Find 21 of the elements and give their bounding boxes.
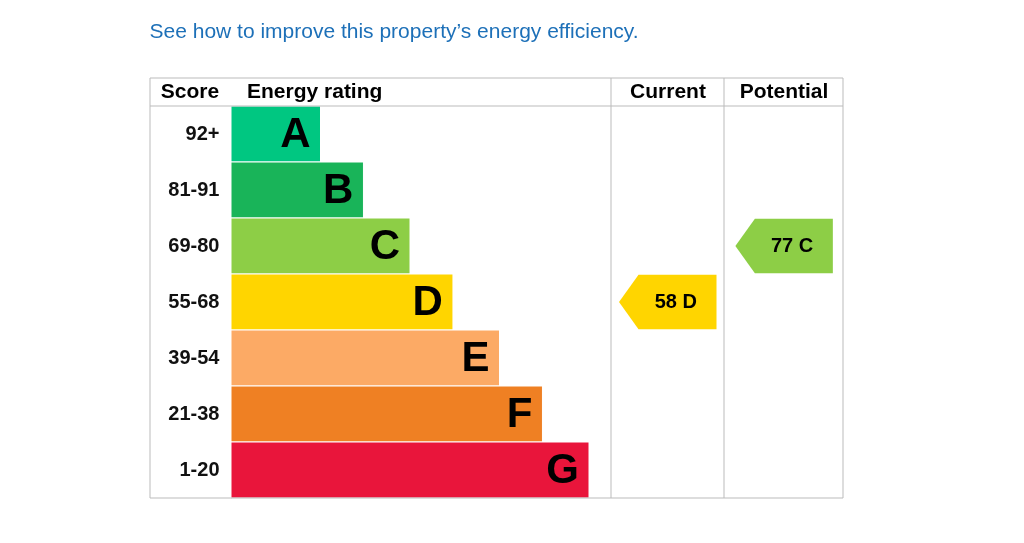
y-tick-label: 39-54 <box>168 346 221 368</box>
annotation: F <box>506 389 533 436</box>
annotation: B <box>323 165 354 212</box>
y-tick-label: 69-80 <box>168 234 220 256</box>
text: Current <box>630 79 706 102</box>
text: Energy rating <box>247 79 383 102</box>
text: 77 C <box>770 234 814 256</box>
text: Potential <box>739 79 829 102</box>
annotation: E <box>461 333 490 380</box>
y-tick-label: 21-38 <box>168 402 220 424</box>
text: 58 D <box>654 290 697 312</box>
annotation: A <box>280 109 311 156</box>
text: Score <box>160 79 220 102</box>
y-tick-label: 81-91 <box>168 178 220 200</box>
y-tick-label: 92+ <box>185 122 220 144</box>
annotation: G <box>546 445 579 492</box>
annotation: C <box>369 221 400 268</box>
chart-title: See how to improve this property’s energy efficiency. <box>149 18 639 42</box>
y-tick-label: 55-68 <box>168 290 220 312</box>
annotation: D <box>412 277 443 324</box>
y-tick-label: 1-20 <box>179 458 220 480</box>
